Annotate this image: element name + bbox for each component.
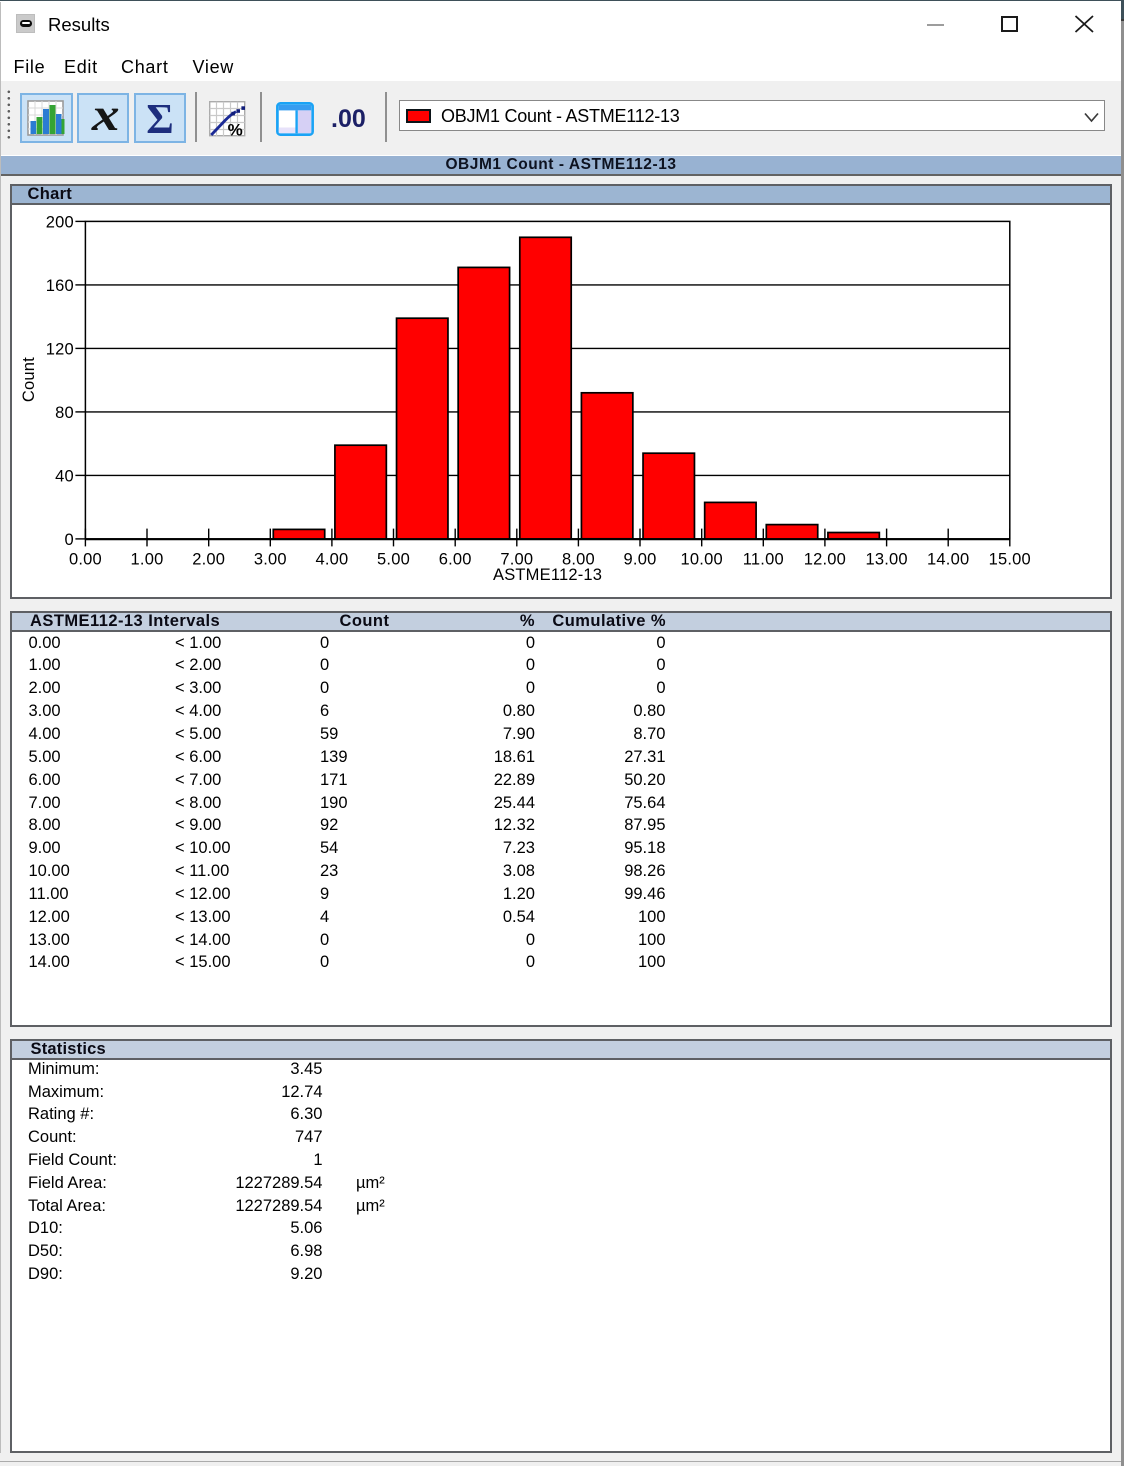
svg-text:10.00: 10.00 (681, 551, 723, 569)
svg-text:1.00: 1.00 (131, 551, 164, 569)
svg-text:%: % (228, 121, 243, 137)
svg-text:160: 160 (46, 277, 74, 295)
svg-text:40: 40 (55, 467, 74, 485)
svg-text:200: 200 (46, 213, 74, 231)
svg-text:3.00: 3.00 (254, 551, 287, 569)
svg-text:4.00: 4.00 (315, 551, 348, 569)
svg-text:8.00: 8.00 (562, 551, 595, 569)
svg-text:ASTME112-13: ASTME112-13 (493, 566, 602, 584)
svg-text:14.00: 14.00 (927, 551, 969, 569)
svg-text:9.00: 9.00 (624, 551, 657, 569)
svg-text:120: 120 (46, 340, 74, 358)
svg-text:12.00: 12.00 (804, 551, 846, 569)
svg-text:80: 80 (55, 404, 74, 422)
svg-text:5.00: 5.00 (377, 551, 410, 569)
svg-text:15.00: 15.00 (989, 551, 1031, 569)
svg-text:7.00: 7.00 (500, 551, 533, 569)
svg-text:Count: Count (20, 357, 38, 402)
svg-text:13.00: 13.00 (865, 551, 907, 569)
svg-text:0.00: 0.00 (69, 551, 102, 569)
svg-text:2.00: 2.00 (192, 551, 225, 569)
svg-text:0: 0 (65, 531, 74, 549)
svg-text:11.00: 11.00 (743, 551, 784, 569)
svg-text:6.00: 6.00 (439, 551, 472, 569)
